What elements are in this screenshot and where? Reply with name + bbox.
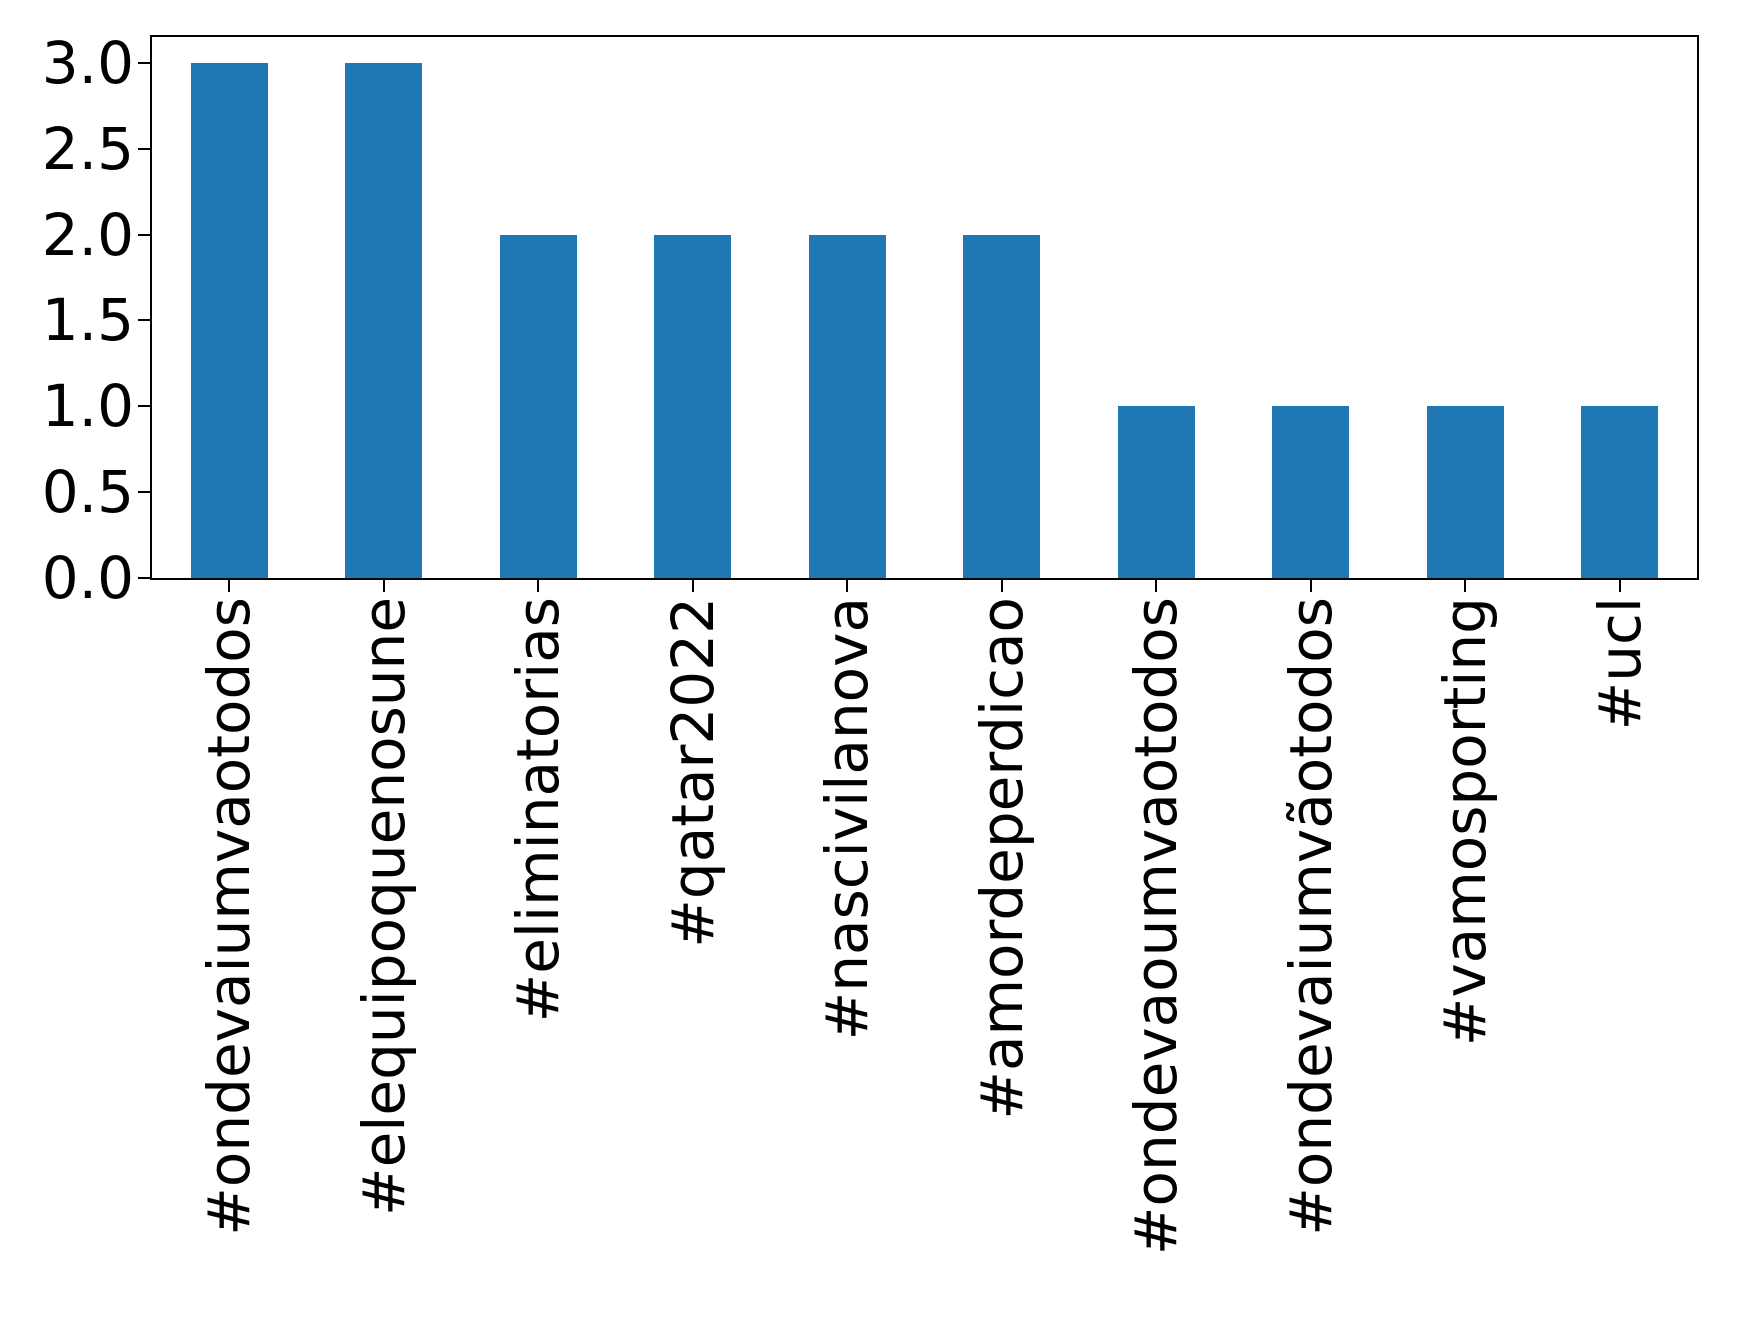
y-tick-label: 1.5 bbox=[41, 286, 134, 355]
x-tick-label: #ondevaiumvaotodos bbox=[195, 597, 264, 1236]
x-tick-mark bbox=[1000, 580, 1003, 592]
x-tick-label: #nascivilanova bbox=[813, 597, 882, 1041]
bar bbox=[654, 234, 732, 578]
x-tick-label: #eliminatorias bbox=[504, 597, 573, 1023]
y-tick-mark bbox=[138, 61, 150, 64]
x-tick-label: #ondevaoumvaotodos bbox=[1122, 597, 1191, 1256]
plot-area bbox=[150, 35, 1699, 580]
bar bbox=[190, 62, 268, 578]
x-tick-mark bbox=[537, 580, 540, 592]
bar bbox=[345, 62, 423, 578]
x-tick-mark bbox=[228, 580, 231, 592]
y-tick-mark bbox=[138, 491, 150, 494]
x-tick-mark bbox=[691, 580, 694, 592]
x-tick-mark bbox=[1309, 580, 1312, 592]
x-tick-label: #vamosporting bbox=[1431, 597, 1500, 1047]
y-tick-mark bbox=[138, 577, 150, 579]
x-tick-mark bbox=[846, 580, 849, 592]
x-tick-mark bbox=[1464, 580, 1467, 592]
y-tick-label: 2.0 bbox=[41, 200, 134, 269]
x-tick-label: #qatar2022 bbox=[658, 597, 727, 948]
x-tick-label: #ucl bbox=[1585, 597, 1654, 731]
x-tick-mark bbox=[1155, 580, 1158, 592]
bar bbox=[1426, 406, 1504, 578]
x-tick-mark bbox=[382, 580, 385, 592]
y-tick-label: 2.5 bbox=[41, 114, 134, 183]
x-tick-label: #elequipoquenosune bbox=[349, 597, 418, 1216]
y-tick-label: 0.0 bbox=[41, 544, 134, 612]
y-tick-label: 3.0 bbox=[41, 28, 134, 97]
y-tick-mark bbox=[138, 147, 150, 150]
bar bbox=[808, 234, 886, 578]
y-tick-mark bbox=[138, 319, 150, 322]
y-tick-label: 0.5 bbox=[41, 458, 134, 527]
y-tick-mark bbox=[138, 233, 150, 236]
x-tick-mark bbox=[1618, 580, 1621, 592]
bar bbox=[963, 234, 1041, 578]
x-tick-label: #ondevaiumvãotodos bbox=[1276, 597, 1345, 1236]
bar bbox=[1117, 406, 1195, 578]
y-tick-mark bbox=[138, 405, 150, 408]
bar bbox=[1581, 406, 1659, 578]
x-tick-label: #amordeperdicao bbox=[967, 597, 1036, 1120]
y-tick-label: 1.0 bbox=[41, 372, 134, 441]
bar bbox=[1272, 406, 1350, 578]
bar bbox=[499, 234, 577, 578]
